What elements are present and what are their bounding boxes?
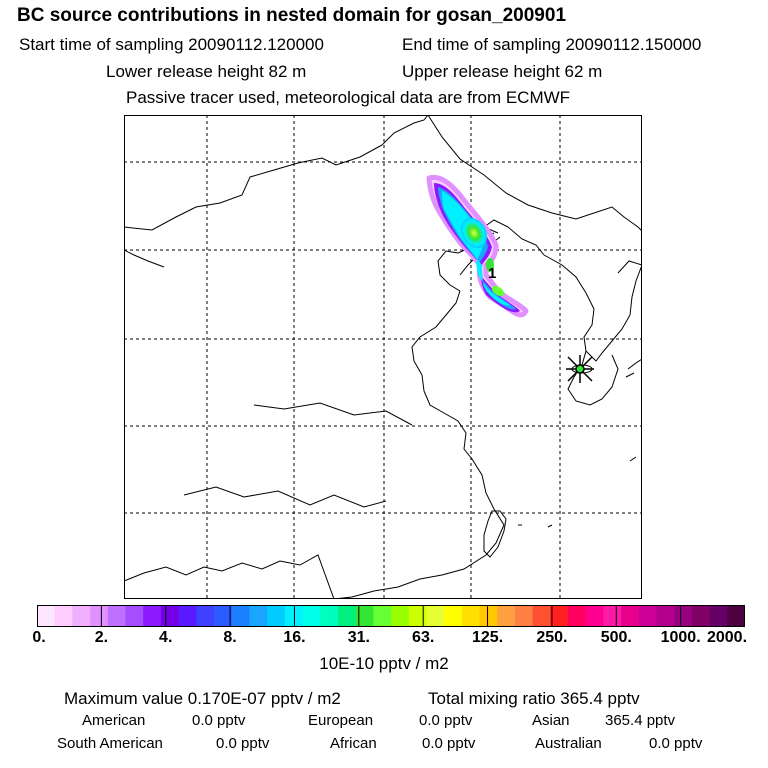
colorbar-swatch [107,605,126,627]
colorbar-tick-label: 1000. [660,629,701,646]
lower-release-height: Lower release height 82 m [106,62,307,81]
colorbar-swatch [461,605,480,627]
colorbar-swatch [674,605,693,627]
colorbar-swatch [727,605,746,627]
colorbar-tick-label: 0. [32,629,46,646]
start-time-label: Start time of sampling 20090112.120000 [19,35,324,54]
colorbar-swatch [408,605,427,627]
colorbar-swatch [267,605,286,627]
colorbar-swatch [196,605,215,627]
european-value: 0.0 pptv [419,712,473,729]
colorbar-swatch [90,605,109,627]
map-graticule [124,115,642,599]
south-american-value: 0.0 pptv [216,735,270,752]
map-frame [124,115,642,599]
colorbar-swatch [320,605,339,627]
colorbar-swatch [709,605,728,627]
colorbar-tick-label: 63. [412,629,435,646]
colorbar-swatch [532,605,551,627]
tracer-plume [426,174,529,318]
colorbar-tick-label: 2. [94,629,109,646]
colorbar-tick-label: 8. [223,629,237,646]
african-value: 0.0 pptv [422,735,476,752]
australian-value: 0.0 pptv [649,735,703,752]
african-label: African [330,735,377,752]
colorbar-swatch [160,605,180,627]
total-mixing-ratio: Total mixing ratio 365.4 pptv [428,689,640,708]
colorbar-swatch [444,605,463,627]
colorbar-swatch [143,605,162,627]
colorbar-tick-label: 16. [283,629,306,646]
australian-label: Australian [535,735,602,752]
colorbar-tick-label: 31. [347,629,370,646]
colorbar-swatch [691,605,711,627]
colorbar-swatch [284,605,303,627]
colorbar-swatch [514,605,534,627]
colorbar-tick-label: 4. [159,629,173,646]
colorbar-swatch [214,605,233,627]
colorbar-swatch [479,605,498,627]
colorbar-swatch [568,605,587,627]
colorbar-swatch [337,605,357,627]
european-label: European [308,712,374,729]
colorbar-swatch [426,605,445,627]
map-panel: 1 [124,115,642,599]
colorbar-swatch [550,605,569,627]
colorbar [36,605,746,627]
colorbar-swatch [72,605,91,627]
colorbar-swatch [603,605,622,627]
plot-title: BC source contributions in nested domain… [17,5,567,26]
upper-release-height: Upper release height 62 m [402,62,603,81]
tracer-note: Passive tracer used, meteorological data… [126,88,571,107]
colorbar-tick-label: 500. [600,629,632,646]
asian-label: Asian [532,712,570,729]
receptor-star-icon [566,355,594,383]
colorbar-tick-label: 250. [536,629,568,646]
colorbar-swatch [249,605,268,627]
colorbar-tick-label: 2000. [706,629,748,646]
asian-value: 365.4 pptv [605,712,676,729]
colorbar-swatch [391,605,410,627]
end-time-label: End time of sampling 20090112.150000 [402,35,702,54]
south-american-label: South American [57,735,163,752]
american-label: American [82,712,146,729]
american-value: 0.0 pptv [192,712,246,729]
colorbar-swatch [497,605,516,627]
colorbar-frame [37,605,745,627]
colorbar-swatch [231,605,250,627]
colorbar-swatch [125,605,144,627]
colorbar-unit-label: 10E-10 pptv / m2 [319,654,449,673]
colorbar-swatch [656,605,675,627]
maximum-value: Maximum value 0.170E-07 pptv / m2 [64,689,341,708]
colorbar-swatch [355,605,374,627]
colorbar-swatch [37,605,56,627]
colorbar-swatch [585,605,604,627]
release-point-label: 1 [488,265,496,282]
colorbar-tick-label: 125. [471,629,504,646]
colorbar-swatch [621,605,640,627]
colorbar-swatch [302,605,321,627]
colorbar-swatch [373,605,392,627]
colorbar-swatch [54,605,73,627]
colorbar-swatch [178,605,197,627]
colorbar-swatch [638,605,657,627]
